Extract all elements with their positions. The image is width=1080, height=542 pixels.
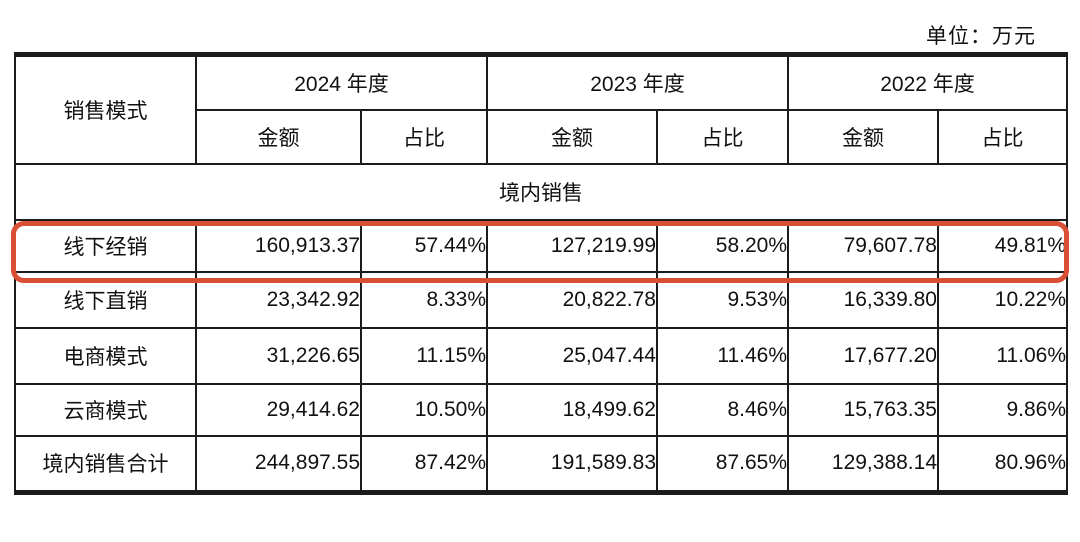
table-row-offline-distribution: 线下经销 160,913.37 57.44% 127,219.99 58.20%… [14,218,1068,273]
column-header-year-2023: 2023 年度 [486,53,789,111]
column-header-amount-2023: 金额 [486,108,658,165]
row-label: 电商模式 [14,326,197,385]
share-cell: 11.46% [656,326,789,385]
section-label: 境内销售 [14,162,1068,221]
table-row-domestic-total: 境内销售合计 244,897.55 87.42% 191,589.83 87.6… [14,434,1068,494]
amount-cell: 79,607.78 [787,218,939,273]
share-cell: 49.81% [937,218,1068,273]
amount-cell: 160,913.37 [195,218,362,273]
share-cell: 11.15% [360,326,488,385]
share-cell: 10.50% [360,382,488,437]
column-header-year-2022: 2022 年度 [787,53,1068,111]
header-row-years: 销售模式 2024 年度 2023 年度 2022 年度 [14,53,1068,165]
amount-cell: 129,388.14 [787,434,939,494]
amount-cell: 16,339.80 [787,270,939,329]
row-label: 境内销售合计 [14,434,197,494]
row-label: 线下直销 [14,270,197,329]
share-cell: 87.42% [360,434,488,494]
amount-cell: 244,897.55 [195,434,362,494]
share-cell: 9.53% [656,270,789,329]
column-header-share-2022: 占比 [937,108,1068,165]
share-cell: 8.46% [656,382,789,437]
amount-cell: 31,226.65 [195,326,362,385]
header-row-metrics: 金额 占比 金额 占比 金额 占比 [15,108,1068,165]
amount-cell: 29,414.62 [195,382,362,437]
column-header-amount-2024: 金额 [195,108,362,165]
column-header-year-2024: 2024 年度 [195,53,488,111]
amount-cell: 191,589.83 [486,434,658,494]
column-header-share-2023: 占比 [656,108,789,165]
column-header-share-2024: 占比 [360,108,488,165]
column-header-amount-2022: 金额 [787,108,939,165]
share-cell: 87.65% [656,434,789,494]
share-cell: 80.96% [937,434,1068,494]
amount-cell: 127,219.99 [486,218,658,273]
amount-cell: 23,342.92 [195,270,362,329]
amount-cell: 15,763.35 [787,382,939,437]
share-cell: 10.22% [937,270,1068,329]
amount-cell: 20,822.78 [486,270,658,329]
column-header-sales-mode: 销售模式 [14,53,197,165]
table-row-offline-direct: 线下直销 23,342.92 8.33% 20,822.78 9.53% 16,… [14,270,1068,329]
table-row-cloud-commerce: 云商模式 29,414.62 10.50% 18,499.62 8.46% 15… [14,382,1068,437]
share-cell: 57.44% [360,218,488,273]
row-label: 线下经销 [14,218,197,273]
amount-cell: 18,499.62 [486,382,658,437]
sales-by-channel-table: 销售模式 2024 年度 2023 年度 2022 年度 金额 占比 金额 占比… [14,52,1068,495]
share-cell: 8.33% [360,270,488,329]
amount-cell: 17,677.20 [787,326,939,385]
unit-label: 单位：万元 [926,25,1036,48]
share-cell: 58.20% [656,218,789,273]
share-cell: 11.06% [937,326,1068,385]
amount-cell: 25,047.44 [486,326,658,385]
share-cell: 9.86% [937,382,1068,437]
section-row-domestic-sales: 境内销售 [14,162,1068,221]
table-row-ecommerce: 电商模式 31,226.65 11.15% 25,047.44 11.46% 1… [14,326,1068,385]
row-label: 云商模式 [14,382,197,437]
